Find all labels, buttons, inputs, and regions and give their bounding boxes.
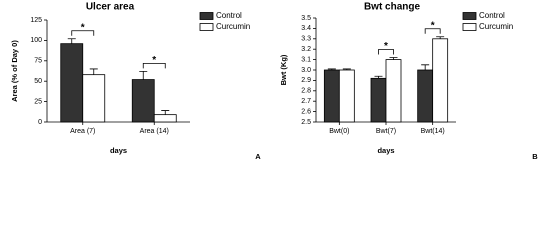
x-axis-label: days — [377, 146, 394, 155]
y-tick-label: 75 — [34, 58, 42, 65]
error-bar — [89, 68, 98, 75]
x-tick-label: Bwt(14) — [421, 128, 445, 135]
legend-swatch — [199, 23, 214, 31]
significance-bracket — [71, 30, 95, 36]
x-tick-label: Area (7) — [70, 128, 95, 135]
bar — [432, 38, 449, 123]
significance-bracket — [378, 49, 394, 55]
bar — [153, 114, 177, 123]
y-axis-label: Area (% of Day 0) — [10, 40, 19, 102]
x-axis-label: days — [110, 146, 127, 155]
legend-swatch — [462, 12, 477, 20]
bar — [82, 74, 106, 123]
y-tick-label: 0 — [38, 119, 42, 126]
error-bar — [342, 68, 351, 70]
panel-label: A — [255, 152, 261, 161]
y-axis-label: Bwt (Kg) — [279, 54, 288, 85]
error-bar — [389, 57, 398, 60]
y-tick-label: 2.6 — [301, 108, 311, 115]
significance-label: * — [152, 55, 156, 66]
x-tick-label: Bwt(0) — [329, 128, 349, 135]
y-tick-label: 2.5 — [301, 119, 311, 126]
error-bar — [139, 71, 148, 80]
significance-bracket — [424, 28, 441, 34]
significance-label: * — [431, 20, 435, 31]
y-tick-label: 25 — [34, 98, 42, 105]
legend-swatch — [462, 23, 477, 31]
error-bar — [327, 68, 336, 70]
y-tick-label: 2.9 — [301, 77, 311, 84]
legend-label: Curcumin — [479, 22, 513, 31]
y-tick-label: 3.1 — [301, 56, 311, 63]
y-tick-label: 2.7 — [301, 98, 311, 105]
y-tick-label: 2.8 — [301, 88, 311, 95]
bar — [385, 59, 402, 123]
y-tick-label: 3.4 — [301, 25, 311, 32]
legend-label: Curcumin — [216, 22, 250, 31]
bar — [417, 69, 434, 123]
error-bar — [67, 38, 76, 44]
y-tick-label: 125 — [30, 17, 42, 24]
legend-swatch — [199, 12, 214, 20]
panel-label: B — [532, 152, 538, 161]
error-bar — [421, 64, 430, 70]
y-tick-label: 3.5 — [301, 15, 311, 22]
significance-label: * — [81, 22, 85, 33]
bar — [323, 69, 340, 123]
error-bar — [161, 110, 170, 115]
significance-label: * — [384, 41, 388, 52]
y-tick-label: 3.3 — [301, 36, 311, 43]
y-tick-label: 50 — [34, 78, 42, 85]
y-tick-label: 100 — [30, 37, 42, 44]
bar — [338, 69, 355, 123]
bar — [60, 43, 84, 123]
error-bar — [374, 75, 383, 79]
legend-label: Control — [216, 11, 242, 20]
bar — [370, 77, 387, 123]
x-tick-label: Bwt(7) — [376, 128, 396, 135]
chart-title: Bwt change — [364, 2, 421, 13]
bar — [131, 79, 155, 123]
significance-bracket — [142, 63, 166, 69]
y-tick-label: 3.0 — [301, 67, 311, 74]
legend-label: Control — [479, 11, 505, 20]
error-bar — [436, 36, 445, 39]
x-tick-label: Area (14) — [140, 128, 169, 135]
chart-title: Ulcer area — [86, 2, 135, 13]
y-tick-label: 3.2 — [301, 46, 311, 53]
